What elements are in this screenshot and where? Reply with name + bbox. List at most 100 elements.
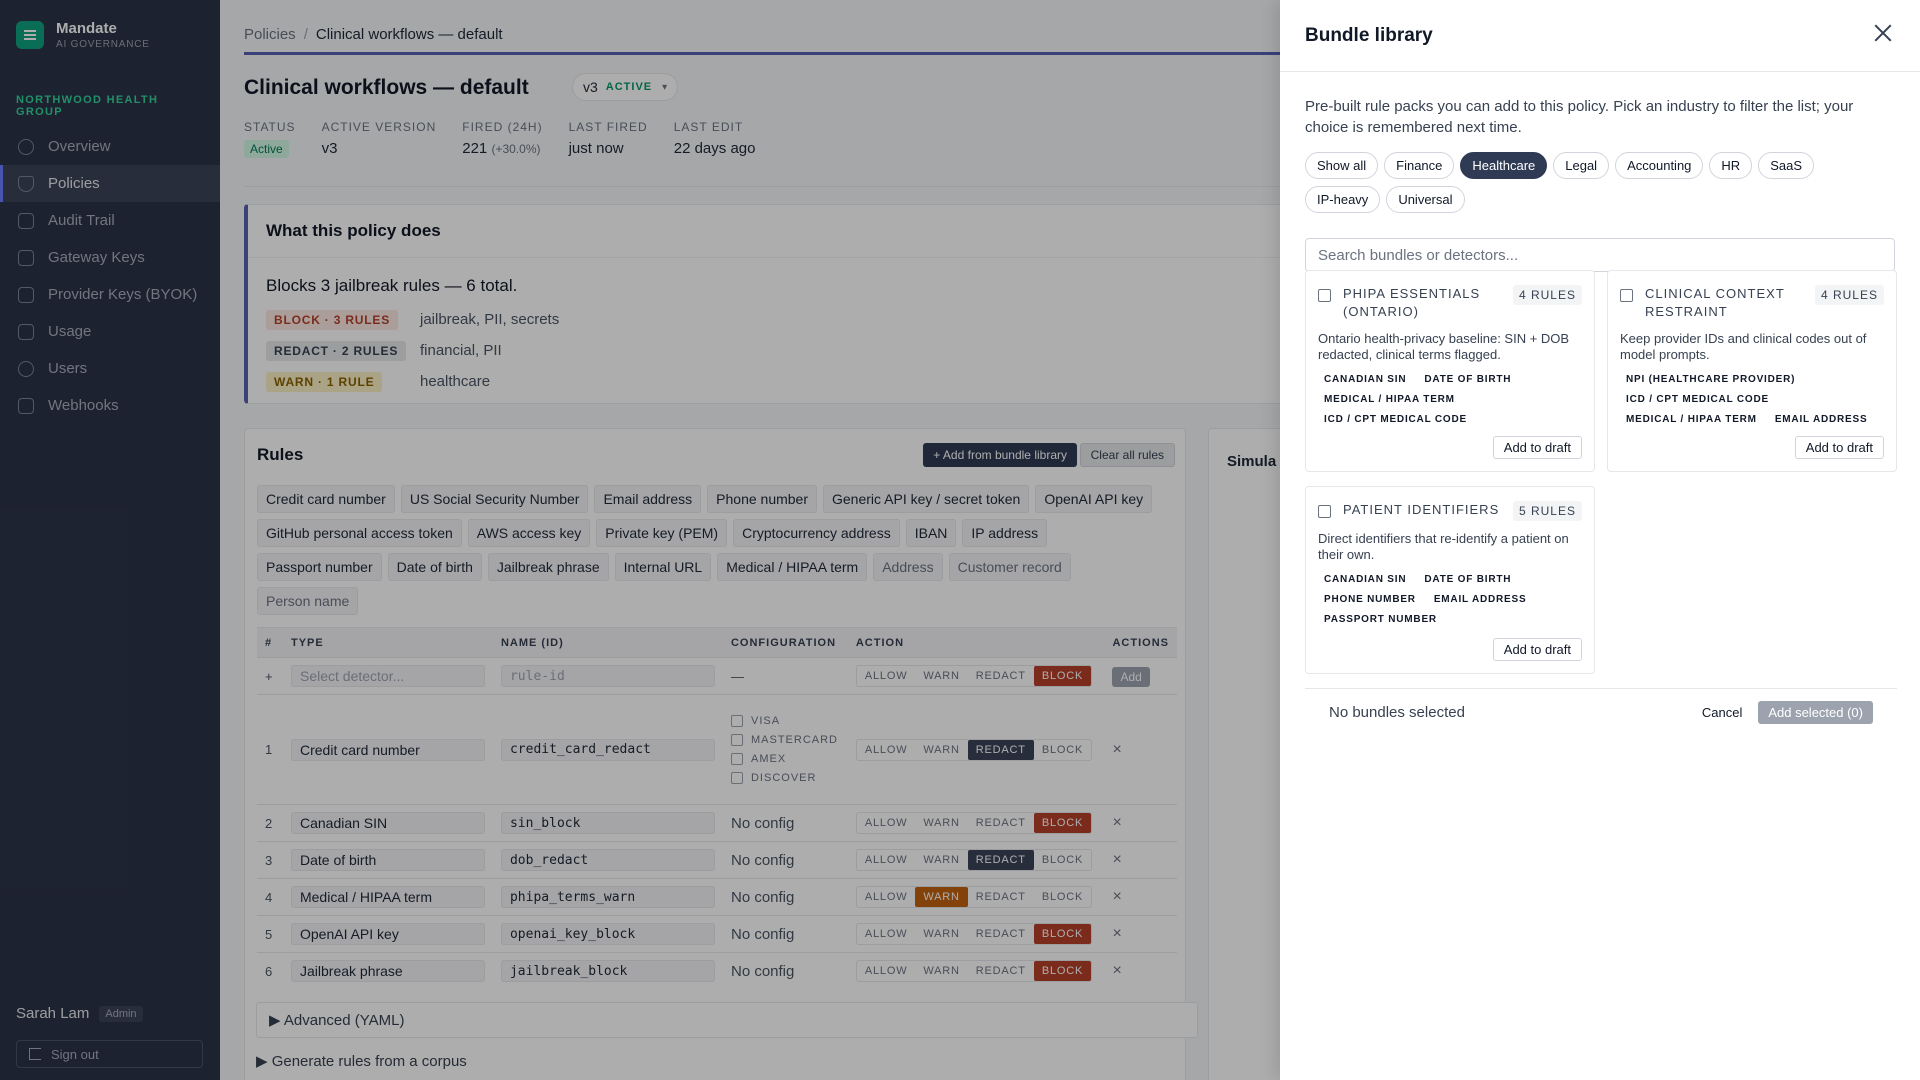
rule-type-field[interactable]: Date of birth (290, 849, 485, 871)
detector-chip[interactable]: OpenAI API key (1035, 485, 1153, 513)
filter-pill-finance[interactable]: Finance (1384, 152, 1455, 179)
filter-pill-legal[interactable]: Legal (1553, 152, 1610, 179)
rule-type-field[interactable]: OpenAI API key (290, 923, 485, 945)
sidebar-item-webhooks[interactable]: Webhooks (0, 387, 220, 424)
add-to-draft-button[interactable]: Add to draft (1492, 638, 1582, 661)
cancel-button[interactable]: Cancel (1701, 705, 1743, 720)
action-option-allow[interactable]: ALLOW (864, 743, 908, 756)
action-option-redact[interactable]: REDACT (975, 965, 1026, 978)
version-selector[interactable]: v3 ACTIVE ▾ (572, 73, 679, 101)
detector-chip[interactable]: Medical / HIPAA term (717, 553, 868, 581)
bundle-search-input[interactable]: Search bundles or detectors... (1305, 238, 1895, 272)
rule-id-field[interactable]: dob_redact (500, 849, 715, 871)
filter-pill-saas[interactable]: SaaS (1758, 152, 1814, 179)
sidebar-item-usage[interactable]: Usage (0, 313, 220, 350)
action-option-allow[interactable]: ALLOW (864, 817, 908, 829)
detector-chip[interactable]: Passport number (257, 553, 382, 581)
detector-chip[interactable]: Internal URL (614, 553, 712, 581)
detector-chip[interactable]: US Social Security Number (400, 485, 589, 513)
bundle-checkbox[interactable] (1620, 289, 1633, 302)
detector-chip[interactable]: IBAN (905, 519, 957, 547)
close-icon[interactable] (1874, 24, 1892, 42)
rule-id-field[interactable]: phipa_terms_warn (500, 886, 715, 908)
detector-chip[interactable]: IP address (962, 519, 1048, 547)
detector-chip[interactable]: Jailbreak phrase (487, 553, 609, 581)
action-option-allow[interactable]: ALLOW (864, 891, 908, 903)
detector-chip[interactable]: GitHub personal access token (257, 519, 462, 547)
add-from-bundle-library-button[interactable]: + Add from bundle library (923, 443, 1077, 467)
action-option-warn[interactable]: WARN (915, 887, 968, 907)
detector-chip[interactable]: Email address (594, 485, 702, 513)
modal-backdrop[interactable] (0, 0, 1280, 1080)
detector-chip[interactable]: Phone number (707, 485, 817, 513)
rule-id-input[interactable]: rule-id (500, 665, 715, 687)
action-option-block[interactable]: BLOCK (1041, 743, 1084, 756)
card-brand-checkbox[interactable]: VISA (730, 715, 840, 727)
rule-id-field[interactable]: openai_key_block (500, 923, 715, 945)
card-brand-checkbox[interactable]: MASTERCARD (730, 734, 840, 746)
action-option-redact[interactable]: REDACT (975, 928, 1026, 940)
rule-id-field[interactable]: jailbreak_block (500, 960, 715, 983)
add-to-draft-button[interactable]: Add to draft (1492, 436, 1582, 459)
bundle-checkbox[interactable] (1318, 505, 1331, 518)
generate-rules-toggle[interactable]: ▶ Generate rules from a corpus (256, 1053, 467, 1070)
add-rule-button[interactable]: Add (1112, 666, 1150, 687)
delete-rule-icon[interactable]: × (1112, 814, 1122, 831)
bundle-checkbox[interactable] (1318, 289, 1331, 302)
filter-pill-universal[interactable]: Universal (1386, 186, 1465, 213)
action-option-redact[interactable]: REDACT (975, 891, 1026, 903)
detector-chip[interactable]: Date of birth (387, 553, 482, 581)
action-option-warn[interactable]: WARN (923, 743, 960, 756)
rule-type-field[interactable]: Canadian SIN (290, 812, 485, 834)
action-option-warn[interactable]: WARN (923, 928, 960, 940)
action-option-block[interactable]: BLOCK (1041, 854, 1084, 866)
add-selected-button[interactable]: Add selected (0) (1758, 701, 1873, 724)
card-brand-checkbox[interactable]: DISCOVER (730, 772, 840, 784)
action-option-block[interactable]: BLOCK (1041, 891, 1084, 903)
detector-chip[interactable]: Person name (257, 587, 359, 615)
action-option-warn[interactable]: WARN (923, 965, 960, 978)
card-brand-checkbox[interactable]: AMEX (730, 753, 840, 765)
sidebar-item-gateway-keys[interactable]: Gateway Keys (0, 239, 220, 276)
detector-chip[interactable]: Customer record (948, 553, 1071, 581)
rule-type-field[interactable]: Jailbreak phrase (290, 960, 485, 983)
rule-type-field[interactable]: Medical / HIPAA term (290, 886, 485, 908)
rule-id-field[interactable]: credit_card_redact (500, 738, 715, 761)
detector-chip[interactable]: Generic API key / secret token (823, 485, 1030, 513)
sidebar-item-users[interactable]: Users (0, 350, 220, 387)
add-to-draft-button[interactable]: Add to draft (1794, 436, 1884, 459)
action-option-block[interactable]: BLOCK (1033, 924, 1092, 944)
detector-chip[interactable]: Private key (PEM) (596, 519, 728, 547)
action-option-block[interactable]: BLOCK (1033, 813, 1092, 833)
action-option-allow[interactable]: ALLOW (864, 670, 908, 682)
action-option-redact[interactable]: REDACT (975, 817, 1026, 829)
action-option-warn[interactable]: WARN (923, 817, 960, 829)
action-option-allow[interactable]: ALLOW (864, 965, 908, 978)
delete-rule-icon[interactable]: × (1112, 888, 1122, 905)
delete-rule-icon[interactable]: × (1112, 925, 1122, 942)
detector-chip[interactable]: Credit card number (257, 485, 395, 513)
delete-rule-icon[interactable]: × (1112, 851, 1122, 868)
action-option-warn[interactable]: WARN (923, 670, 960, 682)
action-option-allow[interactable]: ALLOW (864, 854, 908, 866)
clear-all-rules-button[interactable]: Clear all rules (1079, 443, 1175, 467)
advanced-yaml-toggle[interactable]: ▶ Advanced (YAML) (256, 1002, 1198, 1038)
delete-rule-icon[interactable]: × (1112, 740, 1122, 758)
detector-chip[interactable]: AWS access key (467, 519, 591, 547)
filter-pill-hr[interactable]: HR (1709, 152, 1753, 179)
filter-pill-show-all[interactable]: Show all (1305, 152, 1379, 179)
sign-out-button[interactable]: Sign out (16, 1040, 203, 1068)
delete-rule-icon[interactable]: × (1112, 962, 1122, 980)
sidebar-item-policies[interactable]: Policies (0, 165, 220, 202)
rule-id-field[interactable]: sin_block (500, 812, 715, 834)
filter-pill-healthcare[interactable]: Healthcare (1460, 152, 1548, 179)
detector-chip[interactable]: Cryptocurrency address (733, 519, 900, 547)
breadcrumb-policies-link[interactable]: Policies (244, 26, 296, 43)
filter-pill-ip-heavy[interactable]: IP-heavy (1305, 186, 1381, 213)
filter-pill-accounting[interactable]: Accounting (1615, 152, 1704, 179)
rule-type-field[interactable]: Credit card number (290, 738, 485, 761)
detector-chip[interactable]: Address (873, 553, 943, 581)
sidebar-item-overview[interactable]: Overview (0, 128, 220, 165)
action-option-redact[interactable]: REDACT (975, 670, 1026, 682)
action-option-redact[interactable]: REDACT (967, 739, 1034, 760)
